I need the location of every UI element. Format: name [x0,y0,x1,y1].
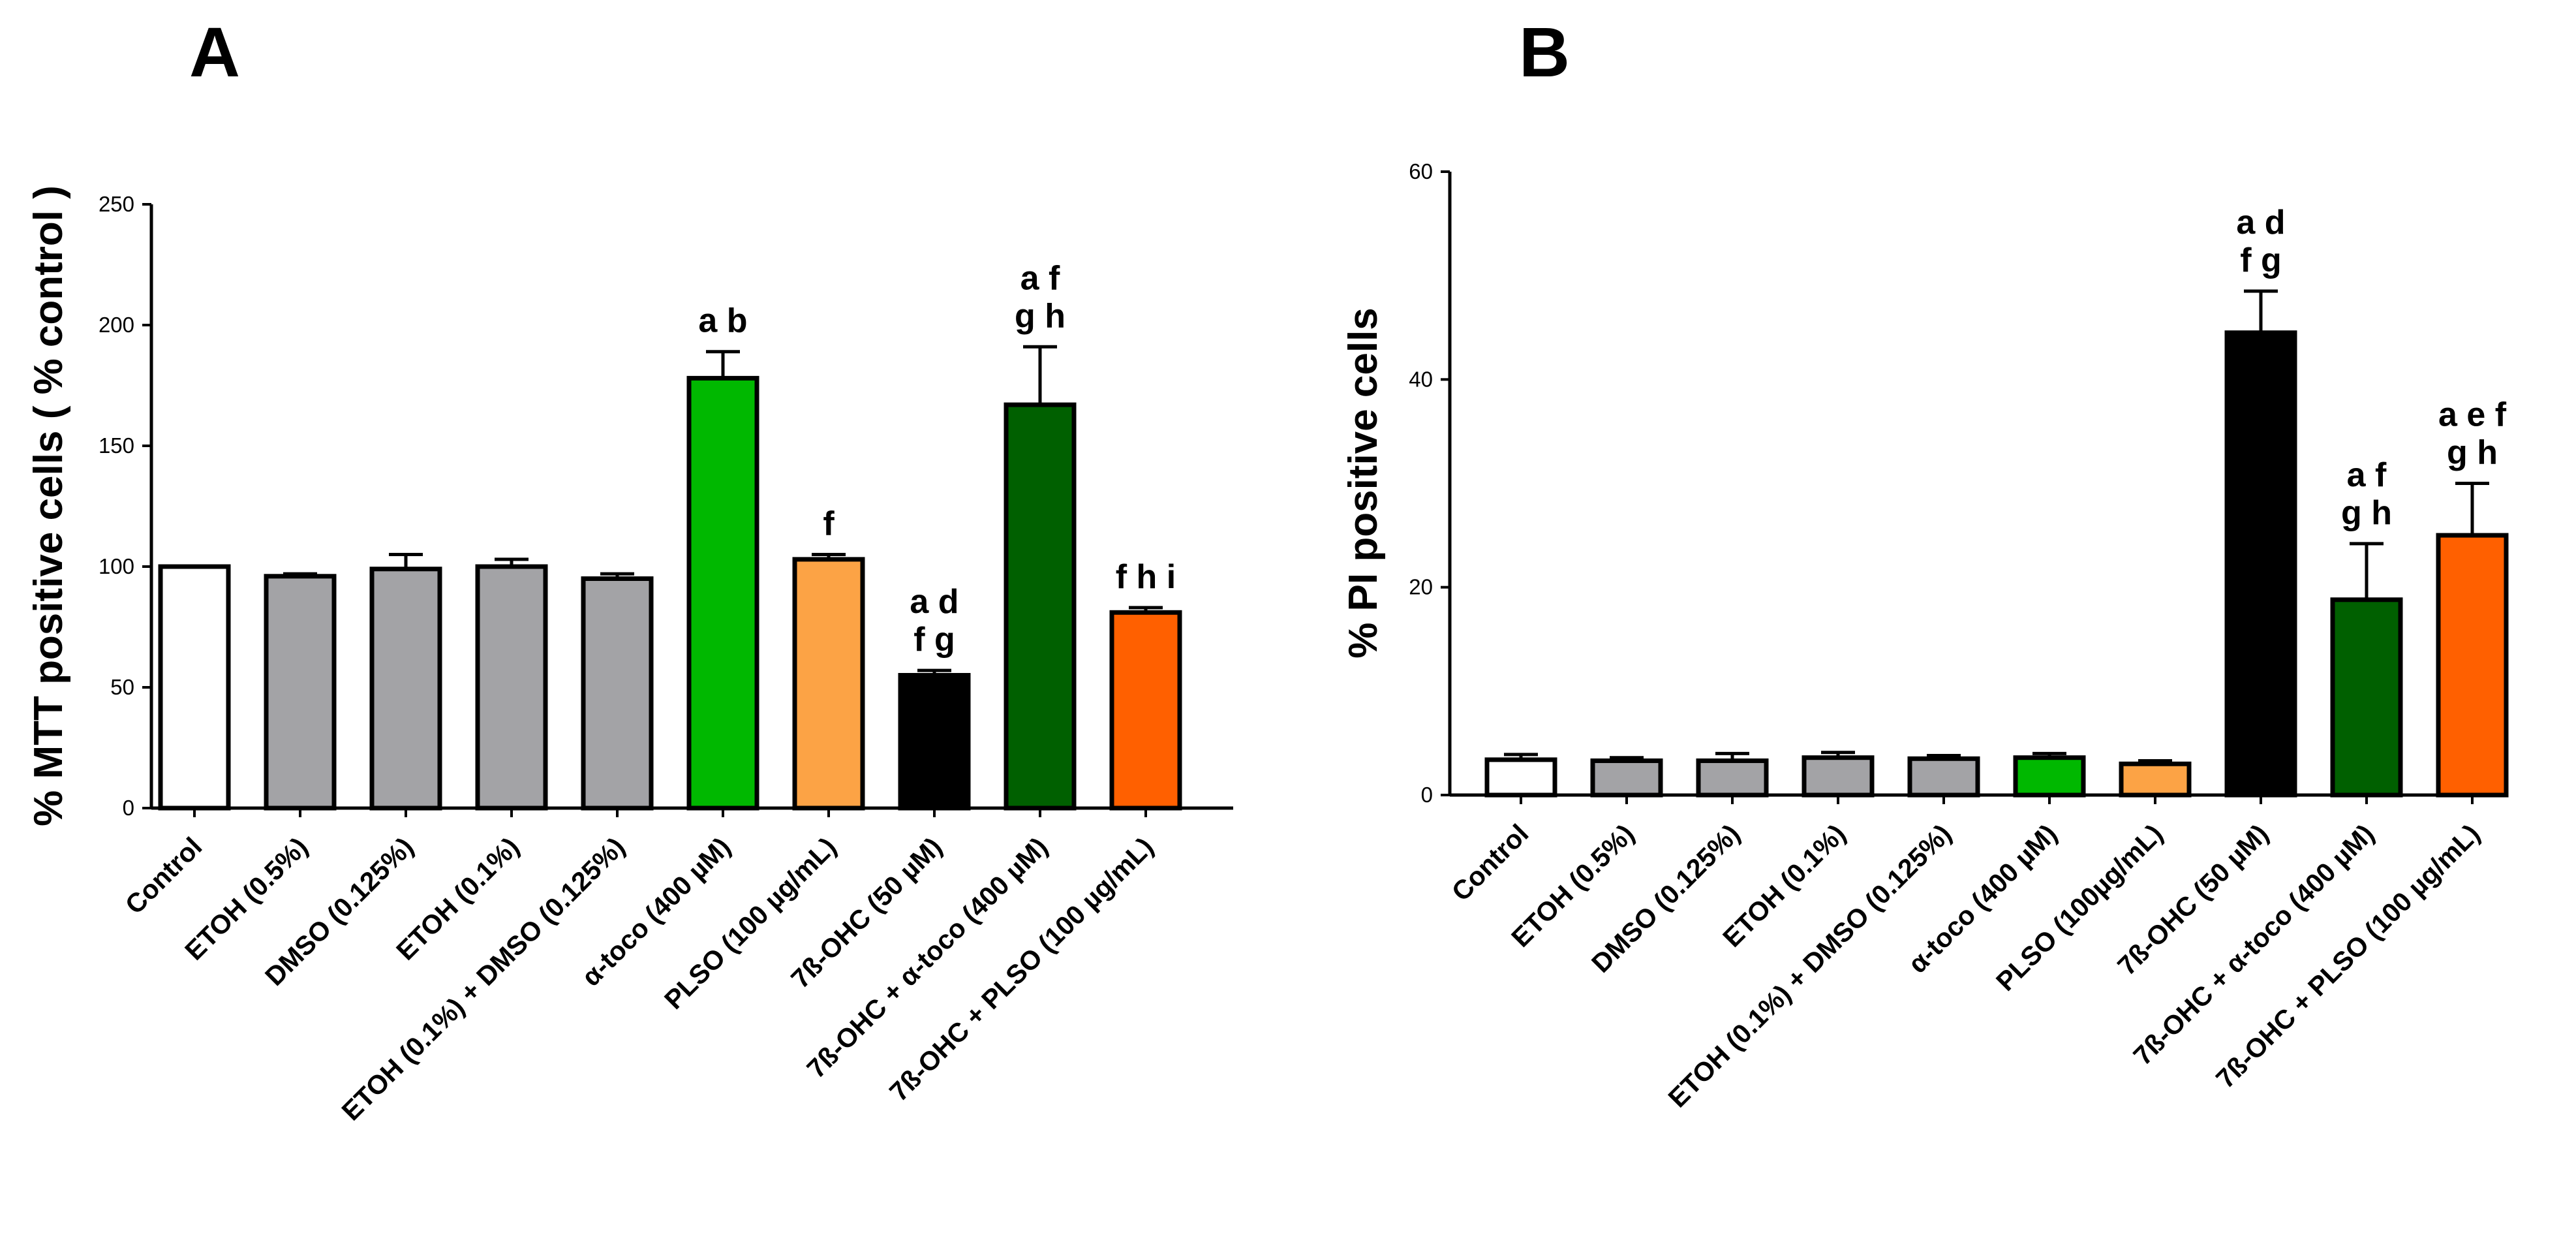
panel-a-bar [686,375,759,811]
panel-b-bar [2330,597,2403,798]
panel-a-bar [369,567,442,811]
panel-a-error-bar [1129,606,1163,613]
panel-b-error-bar [2138,758,2172,764]
panel-a-bar [158,564,231,811]
panel-b-error-bar [1821,751,1855,758]
panel-a-bar [1004,402,1077,811]
panel-a-significance-label: f g [913,621,955,659]
panel-b-error-bar [1504,753,1538,760]
panel-a-bar [581,576,654,811]
panel-b-letter: B [1519,12,1570,91]
panel-a-error-bar [812,553,846,559]
panel-a-bar [1109,610,1182,811]
panel-a-letter: A [189,12,240,91]
panel-a-y-tick-label: 150 [99,433,134,458]
panel-b-significance-label: f g [2240,242,2282,279]
panel-a-significance-label: g h [1015,297,1066,335]
panel-a-significance-label: a f [1020,259,1060,297]
panel-a-significance-label: a b [698,302,747,340]
panel-a-error-bar [495,557,529,567]
panel-b-error-bar [1927,754,1961,759]
panel-b-error-bar [2455,482,2489,536]
panel-b-bar [1590,758,1663,798]
panel-b-category-label: Control [1446,819,1535,907]
panel-a-category-label: Control [119,832,208,920]
panel-b-bar [1802,755,1875,798]
panel-b-bar [2436,533,2509,798]
panel-a-error-bar [706,350,740,379]
panel-a: A % MTT positive cells ( % control ) 0 50… [26,12,1233,1127]
panel-b-error-bar [2032,751,2066,758]
panel-a-bar [475,564,548,811]
panel-b-y-tick-label: 0 [1421,783,1433,807]
panel-a-category-label: PLSO (100 µg/mL) [658,832,842,1015]
panel-a-y-tick-label: 50 [110,675,134,699]
panel-b-bar [1696,758,1769,798]
panel-a-bar [898,673,971,811]
panel-a-error-bar [917,668,951,676]
panel-a-y-axis-title: % MTT positive cells ( % control ) [26,185,71,826]
panel-a-bar [264,574,337,811]
panel-a-error-bar [600,572,634,579]
panel-b-y-axis-title: % PI positive cells [1341,307,1386,659]
panel-b-significance-label: a e f [2438,396,2507,434]
panel-a-y-tick-label: 200 [99,313,134,337]
panel-a-significance-label: f [823,505,835,543]
panel-b-y-tick-label: 20 [1409,575,1433,599]
panel-a-error-bar [283,572,317,576]
panel-b-bar [2013,755,2086,798]
panel-a-significance-label: f h i [1116,558,1176,596]
panel-b-y-tick-label: 60 [1409,159,1433,183]
panel-b-significance-label: g h [2341,494,2392,532]
panel-b-bar [2224,330,2297,798]
panel-b-significance-label: a f [2347,456,2387,494]
panel-b-significance-label: a d [2236,204,2285,242]
panel-a-y-tick-label: 250 [99,192,134,216]
panel-b-bar [1907,756,1980,798]
panel-b-bar [2119,761,2192,798]
panel-b: B % PI positive cells 0204060ControlETOH… [1341,12,2509,1114]
panel-a-significance-label: a d [910,583,958,621]
panel-b-error-bar [2244,289,2278,333]
panel-b-significance-label: g h [2447,434,2498,472]
panel-a-error-bar [389,553,423,569]
panel-b-error-bar [1610,756,1644,761]
panel-b-error-bar [1715,751,1749,761]
panel-a-y-tick-label: 0 [123,796,134,820]
panel-b-y-tick-label: 40 [1409,367,1433,391]
panel-b-bar [1484,757,1557,798]
panel-b-error-bar [2350,542,2384,600]
panel-a-bar [792,557,865,811]
panel-a-error-bar [1023,345,1057,405]
panel-a-y-tick-label: 100 [99,554,134,578]
